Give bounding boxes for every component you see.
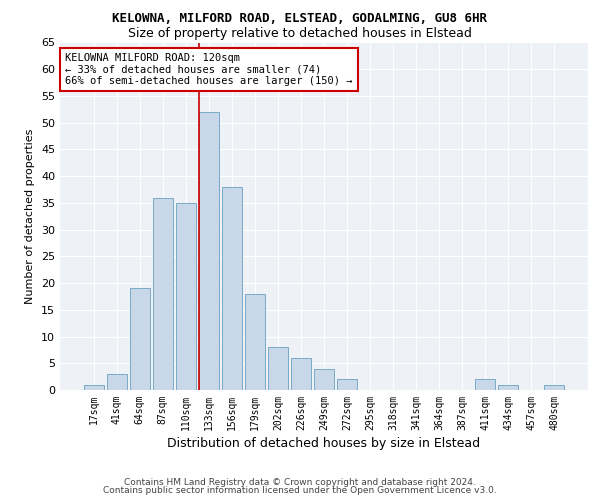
Bar bbox=[291, 358, 311, 390]
Text: Contains public sector information licensed under the Open Government Licence v3: Contains public sector information licen… bbox=[103, 486, 497, 495]
X-axis label: Distribution of detached houses by size in Elstead: Distribution of detached houses by size … bbox=[167, 437, 481, 450]
Bar bbox=[176, 203, 196, 390]
Bar bbox=[475, 380, 495, 390]
Bar bbox=[153, 198, 173, 390]
Text: KELOWNA, MILFORD ROAD, ELSTEAD, GODALMING, GU8 6HR: KELOWNA, MILFORD ROAD, ELSTEAD, GODALMIN… bbox=[113, 12, 487, 26]
Bar bbox=[245, 294, 265, 390]
Y-axis label: Number of detached properties: Number of detached properties bbox=[25, 128, 35, 304]
Bar bbox=[84, 384, 104, 390]
Bar bbox=[314, 368, 334, 390]
Bar bbox=[268, 347, 288, 390]
Bar bbox=[499, 384, 518, 390]
Text: Size of property relative to detached houses in Elstead: Size of property relative to detached ho… bbox=[128, 28, 472, 40]
Bar bbox=[107, 374, 127, 390]
Bar bbox=[337, 380, 357, 390]
Bar bbox=[222, 187, 242, 390]
Text: KELOWNA MILFORD ROAD: 120sqm
← 33% of detached houses are smaller (74)
66% of se: KELOWNA MILFORD ROAD: 120sqm ← 33% of de… bbox=[65, 53, 353, 86]
Bar bbox=[199, 112, 218, 390]
Bar bbox=[544, 384, 564, 390]
Bar bbox=[130, 288, 149, 390]
Text: Contains HM Land Registry data © Crown copyright and database right 2024.: Contains HM Land Registry data © Crown c… bbox=[124, 478, 476, 487]
